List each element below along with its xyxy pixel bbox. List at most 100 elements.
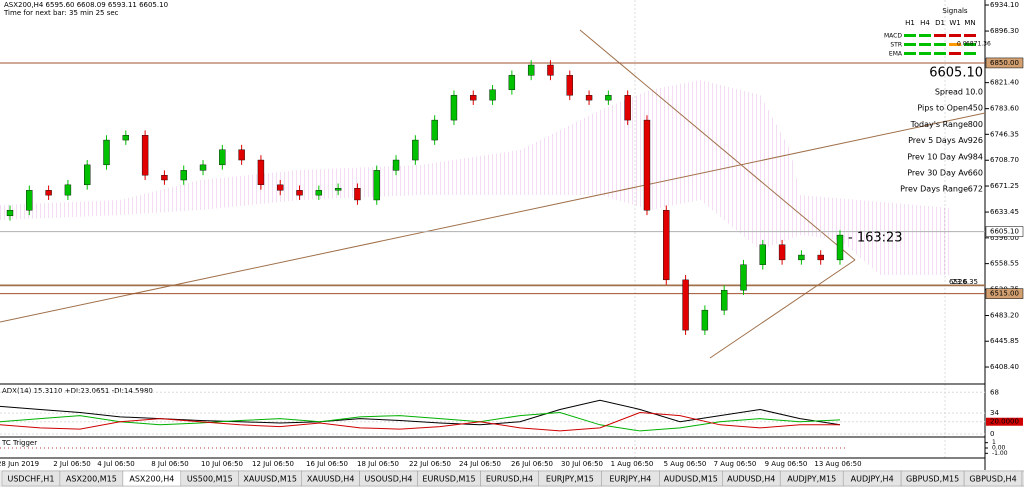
y-tick-label: 0.00 — [992, 445, 1006, 452]
candle-body — [180, 170, 187, 181]
candle-body — [643, 119, 651, 211]
candle-body — [412, 139, 419, 161]
signals-panel: Signals H1 H4 D1 W1 MN MACD STR EMA 0.0 6871.36 — [884, 7, 991, 58]
tab-label[interactable]: GBPUSD,M15 — [906, 475, 959, 484]
time-label: 13 Aug 06:50 — [814, 460, 861, 468]
tab-label[interactable]: GBPUSD,H4 — [969, 475, 1016, 484]
signal-cell — [964, 43, 976, 46]
signal-col: D1 — [935, 19, 945, 27]
tab-label[interactable]: AUDJPY,M15 — [787, 475, 836, 484]
candle-body — [238, 149, 245, 161]
tab-label[interactable]: USOUSD,H4 — [365, 475, 413, 484]
signal-col: MN — [964, 19, 975, 27]
signal-cell — [904, 52, 916, 55]
candle-body — [219, 149, 226, 166]
adx-panel: ADX(14) 15.3110 +DI:23.0651 -DI:14.5980 6… — [0, 387, 1023, 438]
time-label: 30 Jul 06:50 — [561, 460, 603, 468]
tab[interactable] — [1021, 470, 1024, 487]
info-label: Prev 30 Day Av — [907, 169, 968, 178]
signal-col: H1 — [905, 19, 915, 27]
candle-body — [373, 170, 380, 201]
info-label: Pips to Open — [917, 104, 968, 113]
tab-label[interactable]: EURUSD,M15 — [422, 475, 475, 484]
tab-label[interactable]: XAUUSD,M15 — [243, 475, 297, 484]
candle-body — [257, 159, 265, 186]
info-price: 6605.10 — [929, 66, 983, 81]
candle-body — [682, 279, 689, 331]
candle-body — [315, 190, 323, 196]
tc-panel: TC Trigger 10.00-1.00 — [0, 439, 1008, 457]
tab-label[interactable]: EURUSD,H4 — [486, 475, 533, 484]
candle-body — [566, 75, 573, 96]
info-value: 926 — [968, 136, 983, 145]
signal-cell — [949, 34, 961, 37]
candle-body — [122, 135, 130, 141]
candle-body — [489, 89, 496, 101]
signal-cell — [934, 43, 946, 46]
y-tick-label: 20.0000 — [990, 418, 1019, 426]
candle-body — [392, 159, 400, 171]
tab-label[interactable]: EURJPY,M15 — [546, 475, 594, 484]
y-tick-label: 6558.55 — [990, 260, 1019, 268]
time-label: 5 Aug 06:50 — [664, 460, 707, 468]
candle-body — [354, 188, 361, 201]
signal-col: W1 — [949, 19, 960, 27]
adx-line — [0, 399, 841, 426]
candle-body — [605, 95, 612, 101]
signal-cell — [934, 34, 946, 37]
y-tick-label: 6821.40 — [990, 79, 1019, 87]
y-tick-label: 6483.20 — [990, 312, 1019, 320]
time-label: 26 Jul 06:50 — [511, 460, 553, 468]
time-label: 28 Jun 2019 — [0, 460, 39, 468]
y-tick-label: 0 — [990, 430, 994, 438]
time-label: 12 Jul 06:50 — [252, 460, 294, 468]
info-value: 660 — [968, 169, 983, 178]
price-chart: 6934.10 6896.30 6821.40 6783.60 6746.35 6708.… — [0, 1, 1024, 371]
candle-body — [817, 254, 824, 261]
candle-body — [836, 234, 844, 261]
info-value: 450 — [968, 104, 983, 113]
signal-overlay-value: 6871.36 — [966, 41, 991, 48]
time-label: 10 Jul 06:50 — [201, 460, 243, 468]
candle-body — [663, 210, 670, 281]
adx-line — [0, 412, 841, 432]
tab-label[interactable]: EURJPY,H4 — [609, 475, 651, 484]
candle-body — [508, 75, 516, 90]
trend-line — [0, 112, 986, 323]
signal-cell — [934, 52, 946, 55]
candle-body — [624, 95, 631, 121]
signal-cell — [949, 52, 961, 55]
tab-label[interactable]: USDCHF,H1 — [7, 475, 54, 484]
tab-label[interactable]: AUDJPY,H4 — [851, 475, 894, 484]
candle-body — [84, 164, 91, 186]
level-tag — [985, 226, 1024, 237]
signal-overlay: 0.0 — [957, 41, 967, 48]
countdown: - 163:23 — [848, 231, 903, 246]
level-tag — [985, 288, 1024, 299]
cloud — [0, 80, 950, 275]
tab-label[interactable]: ASX200,H4 — [129, 475, 174, 484]
y-tick-label: 6633.45 — [990, 208, 1019, 216]
tab-label[interactable]: AUDUSD,H4 — [727, 475, 775, 484]
signal-cell — [949, 43, 961, 46]
signal-cell — [919, 34, 931, 37]
tab-label[interactable]: US500,M15 — [187, 475, 233, 484]
tab-label[interactable]: ASX200,M15 — [66, 475, 117, 484]
tab-label[interactable]: XAUUSD,H4 — [307, 475, 355, 484]
signal-row: STR — [890, 42, 902, 49]
symbol-line: ASX200,H4 6595.60 6608.09 6593.11 6605.1… — [4, 1, 168, 9]
time-label: 7 Aug 06:50 — [714, 460, 757, 468]
info-value: 984 — [968, 152, 983, 161]
tab-label[interactable]: AUDUSD,M15 — [664, 475, 718, 484]
candle-body — [547, 64, 554, 76]
time-label: 1 Aug 06:50 — [611, 460, 654, 468]
y-tick-label: 34 — [990, 409, 999, 417]
info-value: 10.0 — [965, 88, 983, 97]
candle-body — [161, 174, 168, 181]
panel-title: TC Trigger — [1, 439, 37, 447]
panel-title: ADX(14) 15.3110 +DI:23.0651 -DI:14.5980 — [2, 387, 153, 395]
candle-body — [778, 244, 786, 261]
